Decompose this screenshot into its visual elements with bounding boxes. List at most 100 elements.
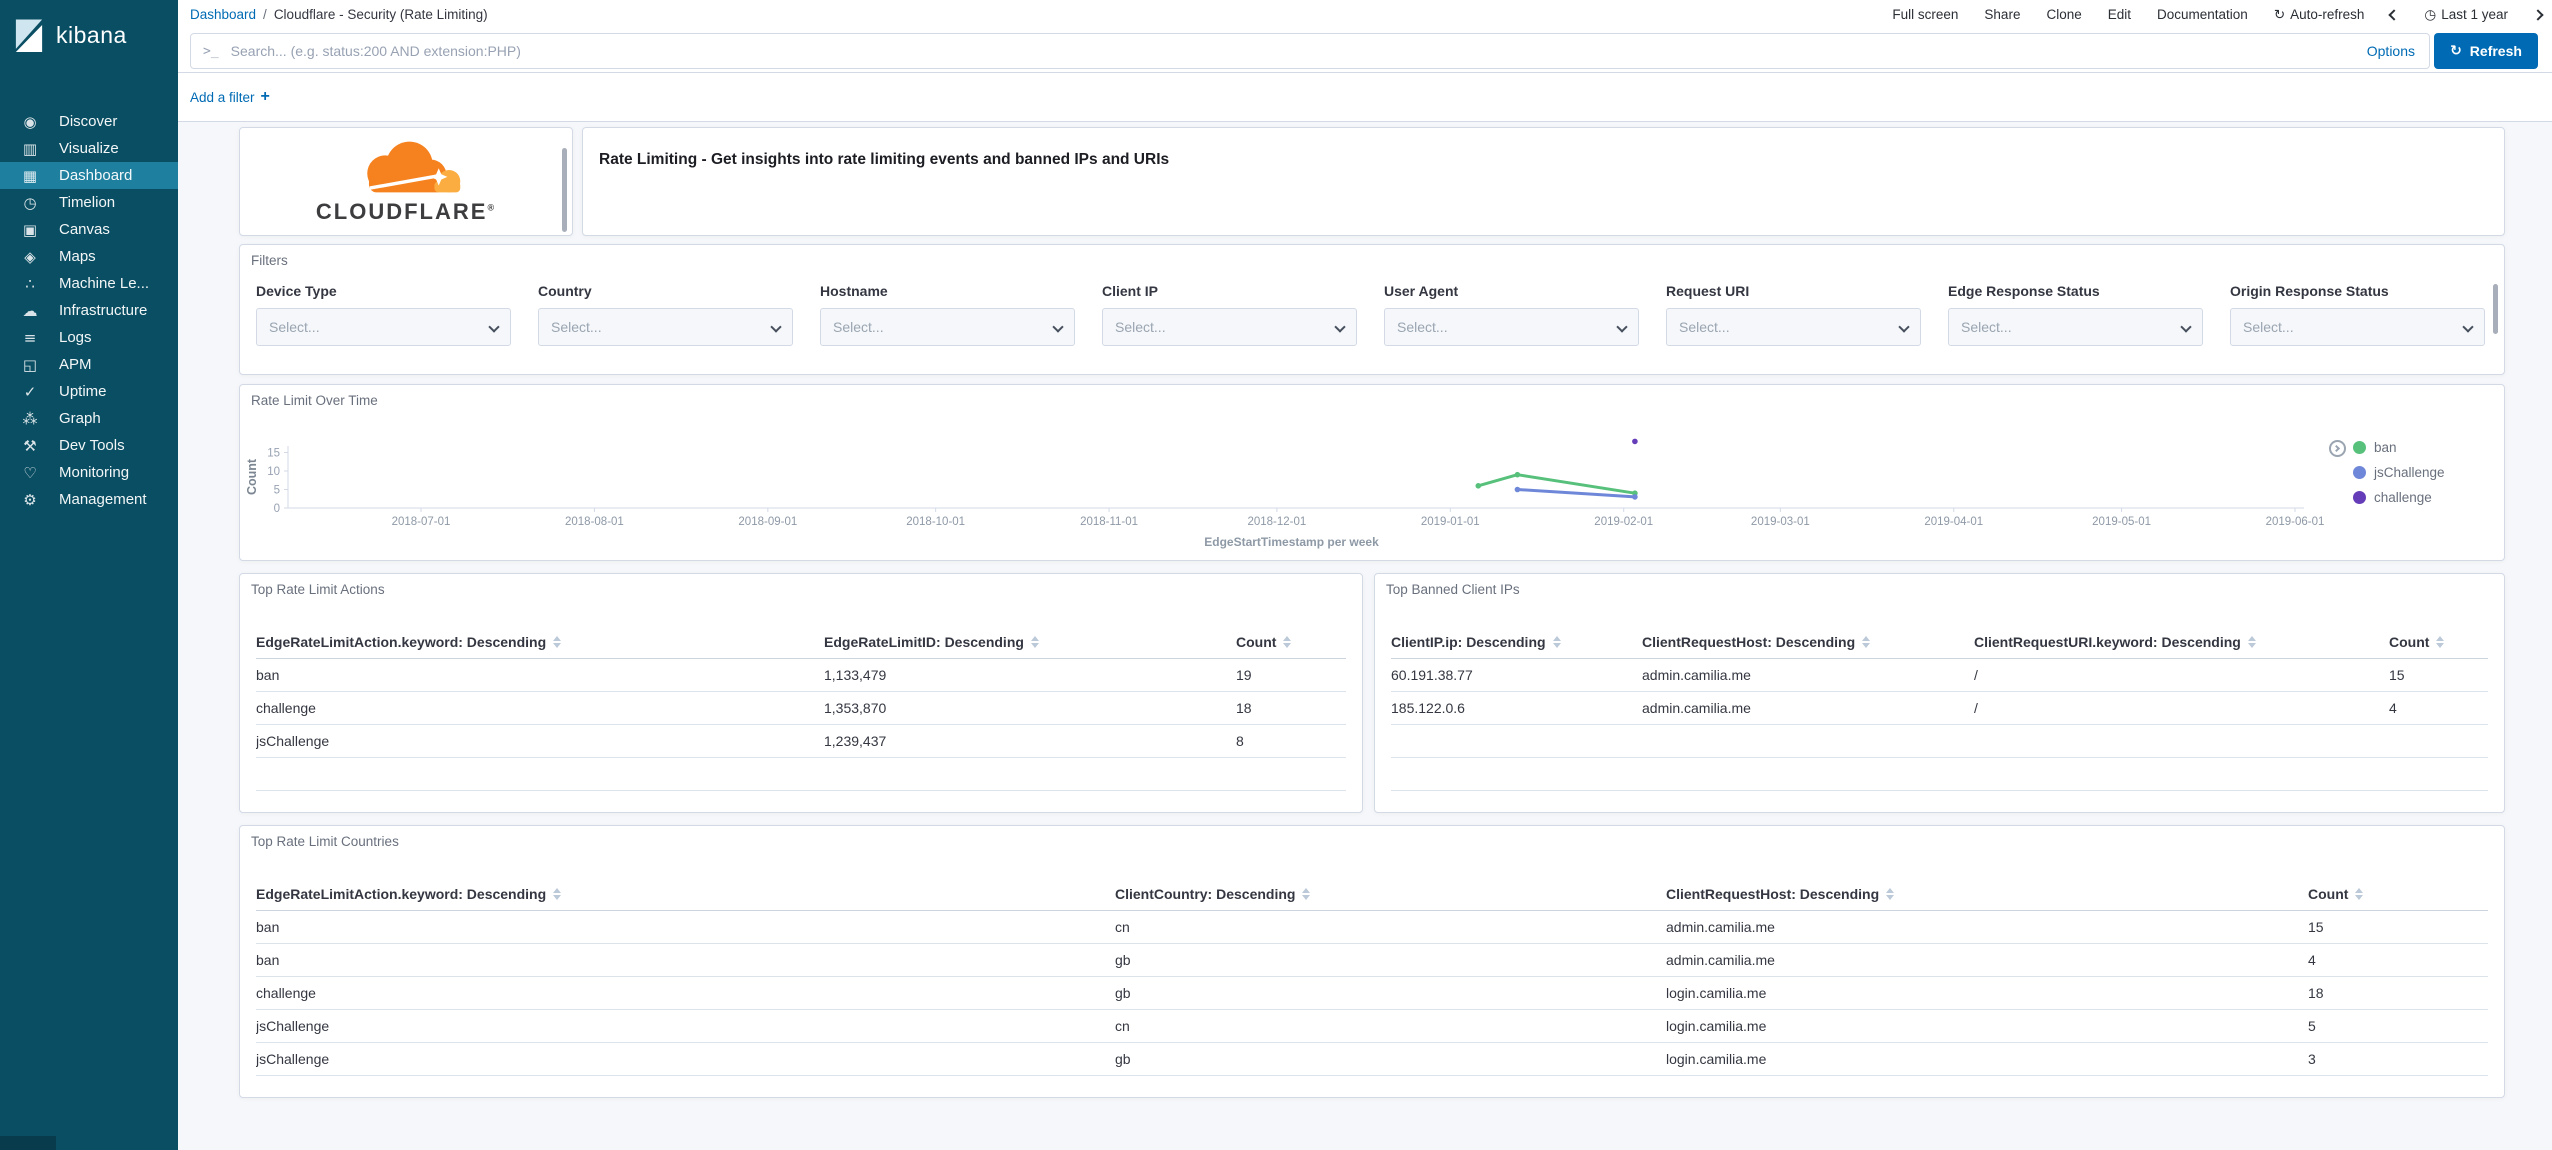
filters-panel-scrollbar[interactable]: [2493, 284, 2498, 334]
sort-caret-icon[interactable]: [2436, 636, 2445, 648]
top-rate-limit-actions-panel: Top Rate Limit Actions EdgeRateLimitActi…: [239, 573, 1363, 813]
table-row: jsChallenge cn login.camilia.me 5: [256, 1010, 2488, 1043]
sidebar-item-discover[interactable]: ◉ Discover: [0, 108, 178, 135]
auto-refresh-button[interactable]: ↻ Auto-refresh: [2273, 6, 2365, 23]
uptime-icon: ✓: [23, 382, 37, 401]
column-header-label: ClientRequestHost: Descending: [1642, 634, 1856, 650]
filter-select-user-agent[interactable]: Select...: [1384, 308, 1639, 346]
legend-toggle-button[interactable]: [2329, 440, 2346, 457]
sidebar-item-visualize[interactable]: ▥ Visualize: [0, 135, 178, 162]
top-rate-limit-countries-panel: Top Rate Limit Countries EdgeRateLimitAc…: [239, 825, 2505, 1098]
refresh-button[interactable]: ↻ Refresh: [2434, 33, 2538, 69]
filters-controls: Device Type Select... Country Select... Host…: [256, 283, 2485, 346]
column-header-clientrequesturi-keyword-descending[interactable]: ClientRequestURI.keyword: Descending: [1974, 634, 2389, 650]
column-header-edgeratelimitaction-keyword-descending[interactable]: EdgeRateLimitAction.keyword: Descending: [256, 634, 824, 650]
table-cell: admin.camilia.me: [1642, 700, 1751, 716]
time-forward-icon[interactable]: [2532, 8, 2544, 21]
column-header-count[interactable]: Count: [2389, 634, 2488, 650]
legend-item-challenge[interactable]: challenge: [2353, 490, 2445, 505]
sort-desc-icon: [553, 895, 562, 900]
svg-text:2018-12-01: 2018-12-01: [1247, 516, 1306, 528]
sidebar-item-maps[interactable]: ◈ Maps: [0, 243, 178, 270]
plus-icon[interactable]: +: [260, 88, 270, 105]
time-back-icon[interactable]: [2388, 8, 2401, 21]
column-header-edgeratelimitid-descending[interactable]: EdgeRateLimitID: Descending: [824, 634, 1236, 650]
select-placeholder: Select...: [1397, 319, 1448, 335]
sidebar-item-uptime[interactable]: ✓ Uptime: [0, 378, 178, 405]
sidebar-item-dev-tools[interactable]: ⚒ Dev Tools: [0, 432, 178, 459]
dashboard-canvas: CLOUDFLARE® Rate Limiting - Get insights…: [178, 122, 2552, 1150]
chevron-down-icon: [1334, 321, 1346, 333]
sort-caret-icon[interactable]: [1552, 636, 1561, 648]
sidebar-item-logs[interactable]: ≡ Logs: [0, 324, 178, 351]
legend-item-ban[interactable]: ban: [2353, 440, 2445, 455]
table-cell: ban: [256, 919, 280, 935]
query-options-link[interactable]: Options: [2366, 43, 2415, 59]
sidebar-item-machine-le[interactable]: ∴ Machine Le...: [0, 270, 178, 297]
sort-caret-icon[interactable]: [1030, 636, 1039, 648]
table-cell: ban: [256, 667, 280, 683]
kibana-logo[interactable]: kibana: [0, 0, 178, 58]
add-filter-link[interactable]: Add a filter: [190, 89, 255, 105]
cloudflare-logo-panel: CLOUDFLARE®: [239, 127, 573, 236]
sort-caret-icon[interactable]: [553, 636, 562, 648]
time-range-picker[interactable]: ◷ Last 1 year: [2424, 6, 2508, 23]
table-row: jsChallenge gb login.camilia.me 3: [256, 1043, 2488, 1076]
table-cell: 1,353,870: [824, 700, 887, 716]
logo-panel-scrollbar[interactable]: [562, 148, 567, 232]
column-header-clientcountry-descending[interactable]: ClientCountry: Descending: [1115, 886, 1666, 902]
legend-item-jschallenge[interactable]: jsChallenge: [2353, 465, 2445, 480]
sort-caret-icon[interactable]: [1886, 888, 1895, 900]
sort-caret-icon[interactable]: [553, 888, 562, 900]
filter-select-request-uri[interactable]: Select...: [1666, 308, 1921, 346]
topbar-action-share[interactable]: Share: [1984, 7, 2021, 22]
filter-select-edge-response-status[interactable]: Select...: [1948, 308, 2203, 346]
sidebar-item-infrastructure[interactable]: ☁ Infrastructure: [0, 297, 178, 324]
sidebar-item-graph[interactable]: ⁂ Graph: [0, 405, 178, 432]
column-header-count[interactable]: Count: [1236, 634, 1346, 650]
column-header-clientrequesthost-descending[interactable]: ClientRequestHost: Descending: [1666, 886, 2308, 902]
sidebar-item-label: Discover: [59, 113, 118, 130]
filter-label: Edge Response Status: [1948, 283, 2100, 299]
filter-select-hostname[interactable]: Select...: [820, 308, 1075, 346]
filter-select-device-type[interactable]: Select...: [256, 308, 511, 346]
breadcrumb-dashboard-link[interactable]: Dashboard: [190, 7, 257, 22]
filter-select-client-ip[interactable]: Select...: [1102, 308, 1357, 346]
sidebar-item-label: Monitoring: [59, 464, 130, 481]
filter-select-country[interactable]: Select...: [538, 308, 793, 346]
table-empty-row: [1391, 758, 2488, 791]
cloudflare-brand-text: CLOUDFLARE®: [315, 198, 497, 224]
registered-mark: ®: [487, 202, 497, 213]
topbar-action-edit[interactable]: Edit: [2107, 7, 2131, 22]
sort-asc-icon: [1862, 636, 1871, 641]
topbar-action-full-screen[interactable]: Full screen: [1892, 7, 1959, 22]
sort-caret-icon[interactable]: [2247, 636, 2256, 648]
sidebar-item-dashboard[interactable]: ▦ Dashboard: [0, 162, 178, 189]
topbar-action-clone[interactable]: Clone: [2046, 7, 2082, 22]
sidebar-item-monitoring[interactable]: ♡ Monitoring: [0, 459, 178, 486]
column-header-edgeratelimitaction-keyword-descending[interactable]: EdgeRateLimitAction.keyword: Descending: [256, 886, 1115, 902]
sidebar-item-timelion[interactable]: ◷ Timelion: [0, 189, 178, 216]
filter-select-origin-response-status[interactable]: Select...: [2230, 308, 2485, 346]
table-cell: 8: [1236, 733, 1244, 749]
sort-caret-icon[interactable]: [2355, 888, 2364, 900]
sidebar-item-apm[interactable]: ◱ APM: [0, 351, 178, 378]
column-header-clientrequesthost-descending[interactable]: ClientRequestHost: Descending: [1642, 634, 1974, 650]
column-header-clientip-ip-descending[interactable]: ClientIP.ip: Descending: [1391, 634, 1642, 650]
collapse-nav-button[interactable]: [0, 1136, 56, 1150]
sort-caret-icon[interactable]: [1283, 636, 1292, 648]
search-input[interactable]: [228, 42, 2367, 60]
sidebar-item-management[interactable]: ⚙ Management: [0, 486, 178, 513]
topbar-action-documentation[interactable]: Documentation: [2157, 7, 2248, 22]
column-header-count[interactable]: Count: [2308, 886, 2488, 902]
kibana-logo-icon: [15, 19, 43, 52]
sort-caret-icon[interactable]: [1302, 888, 1311, 900]
sidebar-item-label: Uptime: [59, 383, 107, 400]
sort-caret-icon[interactable]: [1862, 636, 1871, 648]
table-cell: 4: [2389, 700, 2397, 716]
sort-desc-icon: [2355, 895, 2364, 900]
table-cell: /: [1974, 667, 1978, 683]
maps-icon: ◈: [24, 247, 36, 266]
kibana-logo-text: kibana: [56, 21, 127, 48]
sidebar-item-canvas[interactable]: ▣ Canvas: [0, 216, 178, 243]
